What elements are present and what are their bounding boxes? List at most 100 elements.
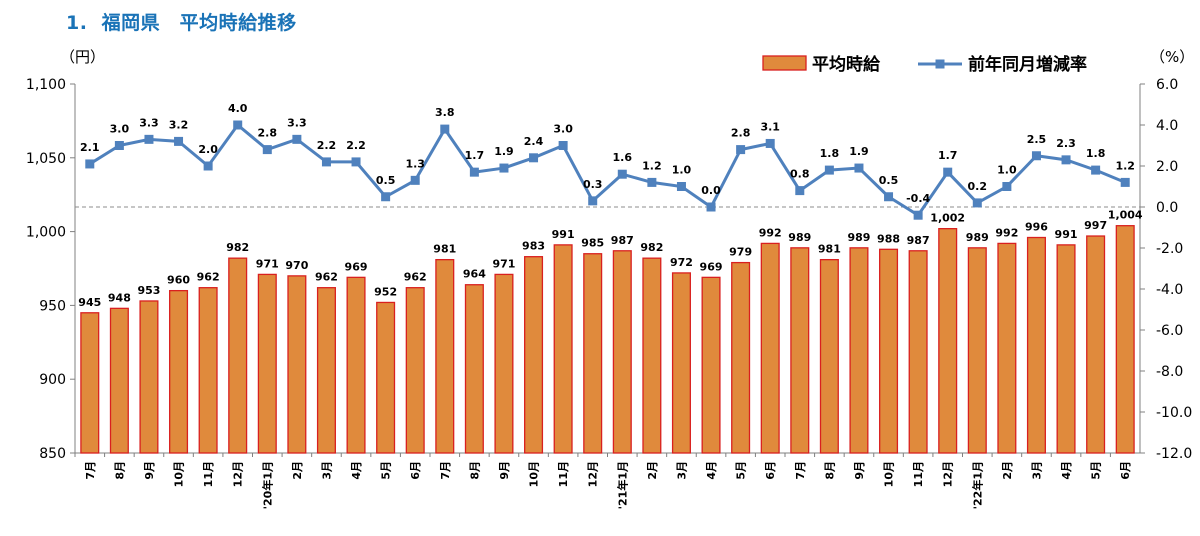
bar (405, 287, 425, 454)
line-marker (174, 136, 184, 146)
x-tick-label: 11月 (557, 461, 570, 487)
line-marker (292, 134, 302, 144)
bar-value-label: 945 (78, 296, 101, 309)
bar (109, 307, 129, 454)
bar-value-label: 971 (256, 257, 279, 270)
bar-value-label: 989 (847, 231, 870, 244)
line-marker (321, 157, 331, 167)
bar (642, 257, 662, 454)
bar-value-label: 996 (1025, 221, 1048, 234)
line-marker (233, 120, 243, 130)
line-marker (943, 167, 953, 177)
line-value-label: 0.2 (968, 180, 988, 193)
line-marker (351, 157, 361, 167)
x-tick-label: 8月 (468, 461, 481, 480)
line-marker (854, 163, 864, 173)
y-right-tick-label: -6.0 (1156, 323, 1183, 339)
x-tick-label: 7月 (84, 461, 97, 480)
y-right-tick-label: -10.0 (1156, 405, 1192, 421)
line-marker (676, 182, 686, 191)
bar (1115, 225, 1135, 454)
line-value-label: 1.9 (849, 145, 869, 158)
line-value-label: 2.5 (1027, 133, 1047, 146)
y-left-tick-label: 1,100 (26, 77, 66, 93)
line-value-label: 1.7 (465, 149, 485, 162)
x-tick-label: 12月 (587, 461, 600, 487)
line-value-label: 3.8 (435, 106, 455, 119)
bar-value-label: 981 (818, 243, 841, 256)
bar (671, 272, 691, 454)
x-tick-label: 3月 (320, 461, 333, 480)
y-right-tick-label: -4.0 (1156, 282, 1183, 298)
bar-value-label: 962 (404, 271, 427, 284)
x-tick-label: 3月 (1030, 461, 1043, 480)
bar-value-label: 1,002 (930, 212, 965, 225)
line-value-label: 2.0 (198, 143, 218, 156)
line-marker (85, 159, 95, 169)
x-tick-label: 2月 (646, 461, 659, 480)
line-value-label: 2.8 (258, 127, 278, 140)
line-value-label: 1.3 (405, 157, 425, 170)
bar-value-label: 988 (877, 232, 900, 245)
bar (553, 244, 573, 454)
y-right-tick-label: 4.0 (1156, 118, 1178, 134)
line-marker (499, 163, 509, 173)
bar-value-label: 972 (670, 256, 693, 269)
line-value-label: 1.6 (613, 151, 633, 164)
line-value-label: 1.2 (642, 159, 662, 172)
line-value-label: 3.0 (110, 123, 130, 136)
line-marker (203, 161, 213, 171)
line-marker (114, 141, 124, 150)
bar (701, 276, 721, 454)
line-marker (469, 167, 479, 177)
line-value-label: 1.0 (997, 164, 1017, 177)
bar-value-label: 987 (611, 234, 634, 247)
bar-value-label: 992 (995, 226, 1018, 239)
y-left-unit: （円） (60, 48, 105, 66)
line-marker (440, 124, 450, 134)
x-tick-label: 2月 (291, 461, 304, 480)
bar-value-label: 969 (700, 260, 723, 273)
line-value-label: 1.9 (494, 145, 514, 158)
y-right-tick-label: 2.0 (1156, 159, 1178, 175)
x-tick-label: 7月 (794, 461, 807, 480)
x-tick-label: '21年1月 (615, 461, 629, 509)
line-marker (1002, 182, 1012, 191)
bar (198, 287, 218, 454)
line-value-label: 2.3 (1056, 137, 1076, 150)
line-marker (884, 192, 894, 202)
x-tick-label: 8月 (823, 461, 836, 480)
bar (1026, 236, 1046, 454)
x-tick-label: 10月 (883, 461, 896, 487)
legend-bar-label: 平均時給 (812, 54, 881, 75)
x-tick-label: '22年1月 (970, 461, 984, 509)
line-value-label: 2.1 (80, 141, 100, 154)
bar-value-label: 992 (759, 226, 782, 239)
bar (346, 276, 366, 454)
bar-value-label: 970 (285, 259, 308, 272)
bar (908, 250, 928, 454)
line-value-label: 1.0 (672, 164, 692, 177)
bar-value-label: 997 (1084, 219, 1107, 232)
line-value-label: 2.8 (731, 127, 751, 140)
y-left-tick-label: 900 (39, 372, 66, 388)
bar-value-label: 971 (492, 257, 515, 270)
y-right-tick-label: -2.0 (1156, 241, 1183, 257)
line-marker (647, 177, 657, 187)
x-tick-label: 10月 (528, 461, 541, 487)
line-marker (410, 175, 420, 185)
bar (524, 256, 544, 454)
x-tick-label: 6月 (764, 461, 777, 480)
line-marker (736, 145, 746, 155)
line-value-label: 2.4 (524, 135, 544, 148)
line-marker (381, 192, 391, 202)
line-marker (558, 141, 568, 150)
line-marker (144, 134, 154, 144)
bar (257, 273, 277, 454)
line-value-label: 0.5 (879, 174, 899, 187)
line-value-label: 3.3 (139, 116, 159, 129)
bar (997, 242, 1017, 454)
x-tick-label: 12月 (232, 461, 245, 487)
line-value-label: 3.3 (287, 116, 307, 129)
bar (287, 275, 307, 454)
